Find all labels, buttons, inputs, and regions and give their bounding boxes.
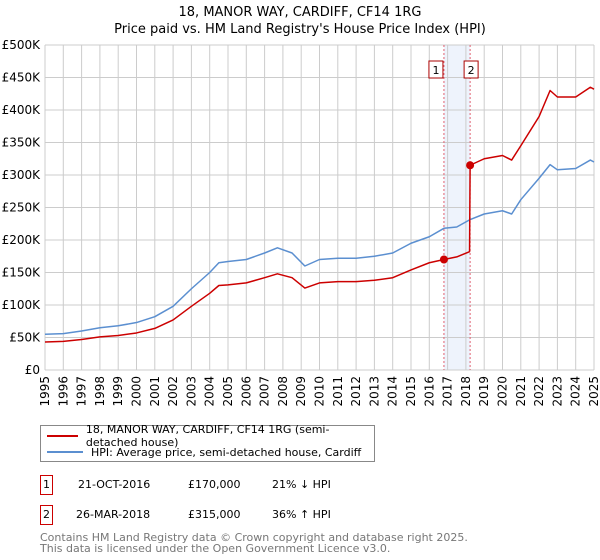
x-tick-label: 2002 bbox=[166, 376, 180, 407]
x-tick-label: 2001 bbox=[148, 376, 162, 407]
legend: 18, MANOR WAY, CARDIFF, CF14 1RG (semi-d… bbox=[40, 423, 375, 462]
x-tick-label: 2006 bbox=[239, 376, 253, 407]
y-tick-label: £50K bbox=[9, 331, 41, 345]
sale-label: 2 bbox=[468, 64, 475, 77]
x-tick-label: 2010 bbox=[313, 376, 327, 407]
sale-date: 21-OCT-2016 bbox=[78, 478, 151, 491]
x-tick-label: 1999 bbox=[111, 376, 125, 407]
x-tick-label: 2011 bbox=[331, 376, 345, 407]
x-tick-label: 2009 bbox=[294, 376, 308, 407]
x-tick-label: 2023 bbox=[550, 376, 564, 407]
sale-point bbox=[439, 255, 448, 264]
sale-hpi: 21% ↓ HPI bbox=[272, 478, 331, 491]
x-tick-label: 2000 bbox=[130, 376, 144, 407]
sale-label: 1 bbox=[432, 64, 439, 77]
x-tick-label: 2008 bbox=[276, 376, 290, 407]
y-tick-label: £350K bbox=[2, 136, 42, 150]
sale-label-box bbox=[428, 60, 444, 79]
x-tick-label: 2025 bbox=[587, 376, 600, 407]
hpi-line bbox=[44, 159, 595, 335]
sale-point bbox=[466, 161, 475, 170]
legend-label: 18, MANOR WAY, CARDIFF, CF14 1RG (semi-d… bbox=[85, 423, 330, 449]
x-tick-label: 1997 bbox=[75, 376, 89, 407]
property-price-line bbox=[44, 86, 595, 343]
x-tick-label: 2022 bbox=[532, 376, 546, 407]
sale-date: 26-MAR-2018 bbox=[76, 508, 151, 521]
legend-item-hpi: HPI: Average price, semi-detached house,… bbox=[47, 445, 361, 459]
x-tick-label: 2019 bbox=[477, 376, 491, 407]
x-tick-label: 2003 bbox=[184, 376, 198, 407]
y-tick-label: £150K bbox=[2, 266, 42, 280]
x-tick-label: 2016 bbox=[422, 376, 436, 407]
x-tick-label: 2024 bbox=[569, 376, 583, 407]
x-tick-label: 2017 bbox=[441, 376, 455, 407]
x-tick-label: 1995 bbox=[38, 376, 52, 407]
x-tick-label: 2007 bbox=[258, 376, 272, 407]
sale-price: £170,000 bbox=[188, 478, 241, 491]
footer-line-2: This data is licensed under the Open Gov… bbox=[40, 542, 391, 555]
x-tick-label: 2005 bbox=[221, 376, 235, 407]
chart-subtitle: Price paid vs. HM Land Registry's House … bbox=[114, 22, 486, 37]
x-tick-label: 2018 bbox=[459, 376, 473, 407]
x-tick-label: 2013 bbox=[367, 376, 381, 407]
y-tick-label: £450K bbox=[2, 71, 42, 85]
x-tick-label: 1996 bbox=[56, 376, 70, 407]
chart-title: 18, MANOR WAY, CARDIFF, CF14 1RG bbox=[178, 5, 422, 20]
y-tick-label: £500K bbox=[2, 38, 42, 52]
x-tick-label: 2021 bbox=[514, 376, 528, 407]
x-tick-label: 1998 bbox=[93, 376, 107, 407]
x-tick-label: 2015 bbox=[404, 376, 418, 407]
legend-item-property: 18, MANOR WAY, CARDIFF, CF14 1RG (semi-d… bbox=[47, 423, 374, 449]
sale-price: £315,000 bbox=[188, 508, 241, 521]
y-tick-label: £250K bbox=[2, 201, 42, 215]
x-tick-label: 2014 bbox=[386, 376, 400, 407]
sale-marker: 1 bbox=[40, 475, 53, 495]
x-tick-label: 2020 bbox=[496, 376, 510, 407]
sale-hpi: 36% ↑ HPI bbox=[272, 508, 331, 521]
y-tick-label: £200K bbox=[2, 233, 42, 247]
x-tick-label: 2012 bbox=[349, 376, 363, 407]
plot-area: 1995 1996 1997 1998 1999 2000 2001 2002 2003 2004… bbox=[2, 38, 600, 407]
legend-label: HPI: Average price, semi-detached house,… bbox=[91, 445, 362, 459]
y-tick-label: £100K bbox=[2, 298, 42, 312]
y-tick-label: £400K bbox=[2, 103, 42, 117]
sale-label-box bbox=[463, 60, 479, 79]
y-tick-label: £0 bbox=[25, 363, 40, 377]
y-tick-label: £300K bbox=[2, 168, 42, 182]
sale-marker: 2 bbox=[40, 505, 53, 525]
footer-line-1: Contains HM Land Registry data © Crown c… bbox=[40, 531, 468, 544]
x-tick-label: 2004 bbox=[203, 376, 217, 407]
